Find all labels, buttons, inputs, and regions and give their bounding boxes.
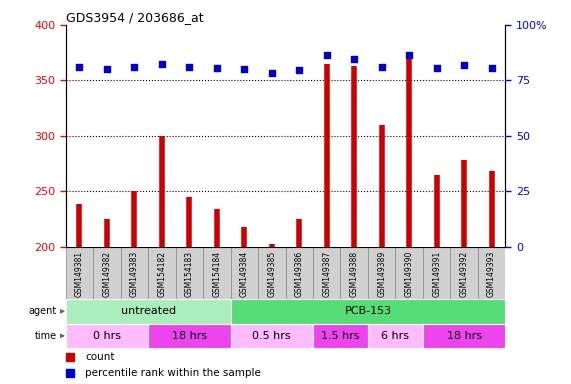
Text: GSM154183: GSM154183 xyxy=(185,251,194,297)
Bar xyxy=(66,299,231,324)
Text: GSM154182: GSM154182 xyxy=(158,251,166,297)
Text: GSM149381: GSM149381 xyxy=(75,251,84,297)
Bar xyxy=(93,247,120,299)
Bar xyxy=(478,247,505,299)
Point xyxy=(405,52,414,58)
Text: 18 hrs: 18 hrs xyxy=(447,331,482,341)
Text: GSM149388: GSM149388 xyxy=(349,251,359,297)
Bar xyxy=(368,247,395,299)
Point xyxy=(322,52,331,58)
Text: GSM149390: GSM149390 xyxy=(405,251,413,297)
Text: GSM149387: GSM149387 xyxy=(322,251,331,297)
Bar xyxy=(340,247,368,299)
Text: time: time xyxy=(35,331,57,341)
Text: GSM149391: GSM149391 xyxy=(432,251,441,297)
Text: PCB-153: PCB-153 xyxy=(344,306,392,316)
Point xyxy=(295,67,304,73)
Bar xyxy=(423,247,451,299)
Bar xyxy=(176,247,203,299)
Bar xyxy=(148,247,176,299)
Text: untreated: untreated xyxy=(120,306,176,316)
Bar xyxy=(395,247,423,299)
Bar xyxy=(66,324,148,348)
Point xyxy=(157,61,166,67)
Text: GSM149389: GSM149389 xyxy=(377,251,386,297)
Point xyxy=(240,66,249,72)
Bar xyxy=(258,247,286,299)
Bar xyxy=(231,247,258,299)
Bar xyxy=(203,247,231,299)
Bar xyxy=(120,247,148,299)
Bar xyxy=(286,247,313,299)
Bar xyxy=(231,324,313,348)
Text: GDS3954 / 203686_at: GDS3954 / 203686_at xyxy=(66,11,203,24)
Point xyxy=(102,66,111,72)
Point xyxy=(212,65,222,71)
Bar xyxy=(451,247,478,299)
Text: 1.5 hrs: 1.5 hrs xyxy=(321,331,360,341)
Text: 6 hrs: 6 hrs xyxy=(381,331,409,341)
Bar xyxy=(423,324,505,348)
Text: GSM149383: GSM149383 xyxy=(130,251,139,297)
Text: agent: agent xyxy=(29,306,57,316)
Text: GSM149382: GSM149382 xyxy=(102,251,111,297)
Point xyxy=(185,64,194,70)
Point xyxy=(460,62,469,68)
Text: GSM149384: GSM149384 xyxy=(240,251,249,297)
Bar xyxy=(313,247,340,299)
Text: 0.5 hrs: 0.5 hrs xyxy=(252,331,291,341)
Text: GSM149386: GSM149386 xyxy=(295,251,304,297)
Text: percentile rank within the sample: percentile rank within the sample xyxy=(86,368,262,378)
Point xyxy=(267,70,276,76)
Bar xyxy=(368,324,423,348)
Point xyxy=(432,65,441,71)
Bar xyxy=(148,324,231,348)
Text: GSM149385: GSM149385 xyxy=(267,251,276,297)
Text: GSM149393: GSM149393 xyxy=(487,251,496,297)
Text: GSM154184: GSM154184 xyxy=(212,251,222,297)
Text: count: count xyxy=(86,352,115,362)
Text: 0 hrs: 0 hrs xyxy=(93,331,121,341)
Point xyxy=(75,64,84,70)
Point xyxy=(349,56,359,62)
Point xyxy=(487,65,496,71)
Text: GSM149392: GSM149392 xyxy=(460,251,469,297)
Bar xyxy=(231,299,505,324)
Bar xyxy=(313,324,368,348)
Bar xyxy=(66,247,93,299)
Text: 18 hrs: 18 hrs xyxy=(172,331,207,341)
Point xyxy=(377,64,386,70)
Point xyxy=(130,64,139,70)
